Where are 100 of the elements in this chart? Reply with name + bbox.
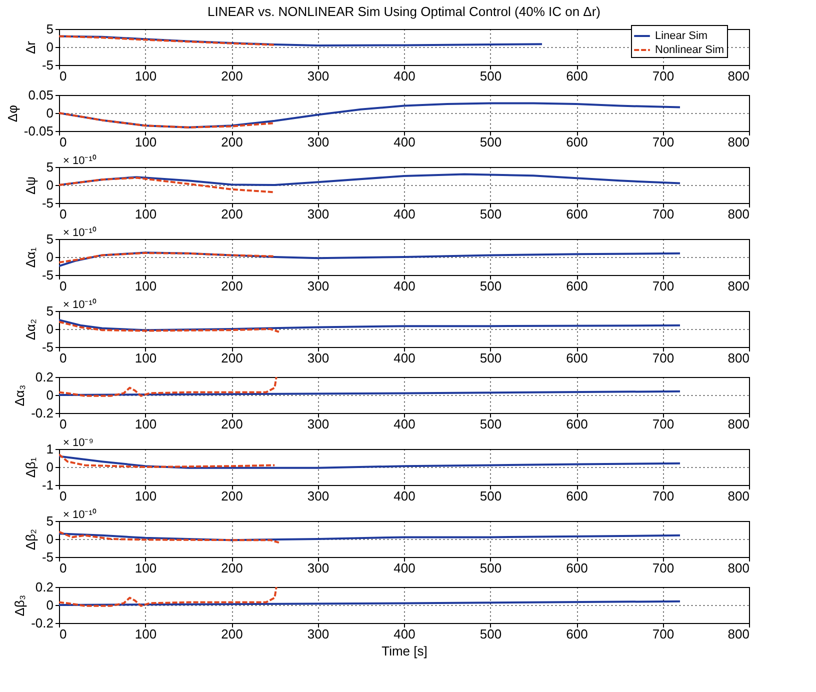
x-tick-label: 800 bbox=[728, 206, 750, 222]
x-tick-label: 100 bbox=[134, 626, 157, 642]
x-tick-label: 400 bbox=[394, 206, 416, 222]
x-tick-label: 700 bbox=[652, 488, 674, 504]
x-tick-label: 300 bbox=[307, 134, 330, 150]
x-tick-label: 400 bbox=[394, 416, 416, 432]
y-axis-title: Δψ bbox=[22, 176, 38, 194]
line-series bbox=[59, 252, 681, 267]
x-tick-label: 500 bbox=[480, 416, 502, 432]
x-tick-label: 800 bbox=[728, 134, 750, 150]
x-tick-label: 400 bbox=[394, 560, 416, 576]
y-tick-label: 0 bbox=[46, 388, 54, 402]
y-tick-label: 1 bbox=[46, 442, 54, 456]
y-axis-title: Δα₁ bbox=[22, 246, 38, 268]
x-tick-label: 300 bbox=[307, 206, 330, 222]
x-tick-label: 400 bbox=[394, 134, 416, 150]
y-tick-label: 5 bbox=[46, 22, 54, 36]
x-tick-label: 0 bbox=[60, 416, 67, 432]
x-tick-label: 500 bbox=[480, 278, 502, 294]
x-tick-label: 800 bbox=[728, 416, 750, 432]
x-tick-label: 200 bbox=[221, 560, 243, 576]
line-series bbox=[59, 453, 276, 468]
y-axis-title: Δα₃ bbox=[12, 384, 28, 406]
line-series bbox=[59, 532, 681, 542]
text: × 10⁻¹⁰ bbox=[63, 226, 96, 239]
y-tick-label: -1 bbox=[42, 478, 54, 492]
y-axis-title: Δβ₁ bbox=[22, 456, 38, 478]
line-series bbox=[59, 35, 543, 47]
y-tick-label: 5 bbox=[46, 514, 54, 528]
x-tick-label: 100 bbox=[134, 206, 157, 222]
y-tick-label: 0 bbox=[46, 178, 54, 192]
text: × 10⁻¹⁰ bbox=[63, 298, 96, 311]
x-tick-label: 700 bbox=[652, 560, 674, 576]
x-tick-label: 0 bbox=[60, 626, 67, 642]
text: × 10⁻⁹ bbox=[63, 437, 94, 449]
y-axis-title: Δr bbox=[22, 40, 38, 54]
y-axis-title: Δα₂ bbox=[22, 318, 38, 340]
x-tick-label: 100 bbox=[134, 560, 157, 576]
y-tick-label: 5 bbox=[46, 160, 54, 174]
y-tick-label: 0 bbox=[46, 106, 54, 120]
x-tick-label: 500 bbox=[480, 134, 502, 150]
y-tick-label: 0 bbox=[46, 250, 54, 264]
line-series bbox=[59, 112, 276, 128]
line-series bbox=[59, 252, 276, 264]
x-tick-label: 700 bbox=[652, 416, 674, 432]
chart-title: LINEAR vs. NONLINEAR Sim Using Optimal Control (40% IC on Δr) bbox=[207, 4, 601, 19]
x-tick-label: 800 bbox=[728, 488, 750, 504]
line-series bbox=[59, 587, 278, 607]
line-series bbox=[59, 455, 681, 469]
x-tick-label: 300 bbox=[307, 488, 330, 504]
y-tick-label: -5 bbox=[42, 550, 54, 564]
x-tick-label: 200 bbox=[221, 626, 243, 642]
y-axis-title: Δβ₂ bbox=[22, 528, 38, 550]
x-tick-label: 500 bbox=[480, 350, 502, 366]
x-tick-label: 600 bbox=[566, 488, 588, 504]
x-tick-label: 800 bbox=[728, 278, 750, 294]
line-series bbox=[59, 530, 280, 544]
x-tick-label: 200 bbox=[221, 206, 243, 222]
line-series bbox=[59, 319, 681, 332]
y-tick-label: 5 bbox=[46, 304, 54, 318]
x-tick-label: 800 bbox=[728, 68, 750, 84]
y-tick-label: 0.2 bbox=[35, 580, 54, 594]
x-tick-label: 100 bbox=[134, 278, 157, 294]
y-tick-label: -0.05 bbox=[24, 124, 54, 138]
x-tick-label: 0 bbox=[60, 134, 67, 150]
x-tick-label: 600 bbox=[566, 206, 588, 222]
legend-label: Linear Sim bbox=[655, 30, 708, 42]
x-tick-label: 200 bbox=[221, 350, 243, 366]
x-tick-label: 200 bbox=[221, 278, 243, 294]
x-tick-label: 300 bbox=[307, 278, 330, 294]
line-series bbox=[59, 35, 276, 46]
x-tick-label: 600 bbox=[566, 416, 588, 432]
x-tick-label: 400 bbox=[394, 626, 416, 642]
x-tick-label: 200 bbox=[221, 68, 243, 84]
x-tick-label: 700 bbox=[652, 68, 674, 84]
text: × 10⁻¹⁰ bbox=[63, 508, 96, 521]
x-tick-label: 500 bbox=[480, 206, 502, 222]
x-tick-label: 0 bbox=[60, 560, 67, 576]
x-tick-label: 0 bbox=[60, 488, 67, 504]
y-tick-label: -0.2 bbox=[31, 616, 54, 630]
x-tick-label: 600 bbox=[566, 68, 588, 84]
y-tick-label: -5 bbox=[42, 340, 54, 354]
y-tick-label: 0 bbox=[46, 322, 54, 336]
x-tick-label: 600 bbox=[566, 350, 588, 366]
legend-label: Nonlinear Sim bbox=[655, 44, 724, 56]
y-tick-label: 5 bbox=[46, 232, 54, 246]
x-tick-label: 800 bbox=[728, 350, 750, 366]
x-tick-label: 100 bbox=[134, 488, 157, 504]
x-tick-label: 0 bbox=[60, 68, 67, 84]
x-tick-label: 400 bbox=[394, 350, 416, 366]
x-tick-label: 700 bbox=[652, 278, 674, 294]
text: × 10⁻¹⁰ bbox=[63, 154, 96, 167]
y-tick-label: 0 bbox=[46, 532, 54, 546]
y-axis-title: Δβ₃ bbox=[12, 594, 28, 616]
x-tick-label: 200 bbox=[221, 488, 243, 504]
x-tick-label: 500 bbox=[480, 560, 502, 576]
x-tick-label: 100 bbox=[134, 68, 157, 84]
x-tick-label: 500 bbox=[480, 626, 502, 642]
x-tick-label: 200 bbox=[221, 416, 243, 432]
x-tick-label: 100 bbox=[134, 416, 157, 432]
